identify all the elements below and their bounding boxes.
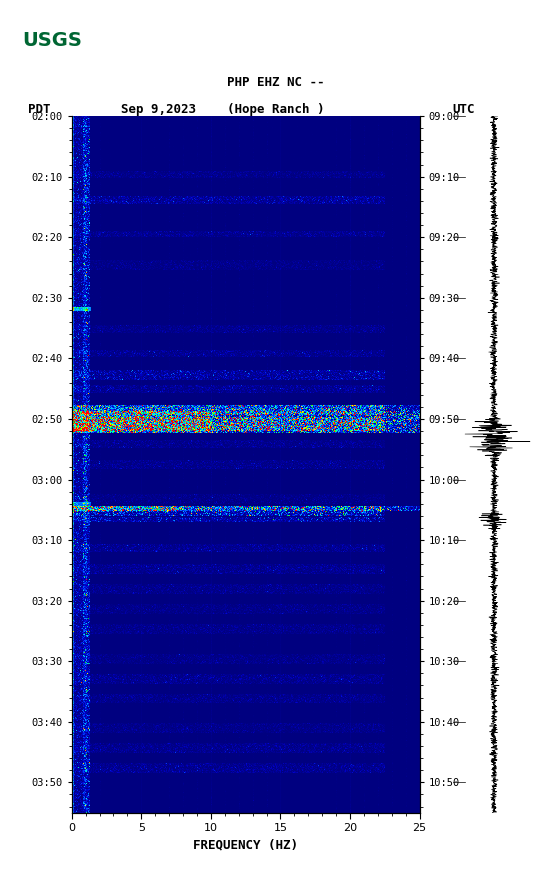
Text: Sep 9,2023: Sep 9,2023 bbox=[121, 103, 197, 116]
Text: (Hope Ranch ): (Hope Ranch ) bbox=[227, 103, 325, 116]
X-axis label: FREQUENCY (HZ): FREQUENCY (HZ) bbox=[193, 839, 298, 852]
Text: UTC: UTC bbox=[453, 103, 475, 116]
Text: PHP EHZ NC --: PHP EHZ NC -- bbox=[227, 76, 325, 89]
Text: USGS: USGS bbox=[22, 31, 82, 50]
Text: PDT: PDT bbox=[28, 103, 50, 116]
